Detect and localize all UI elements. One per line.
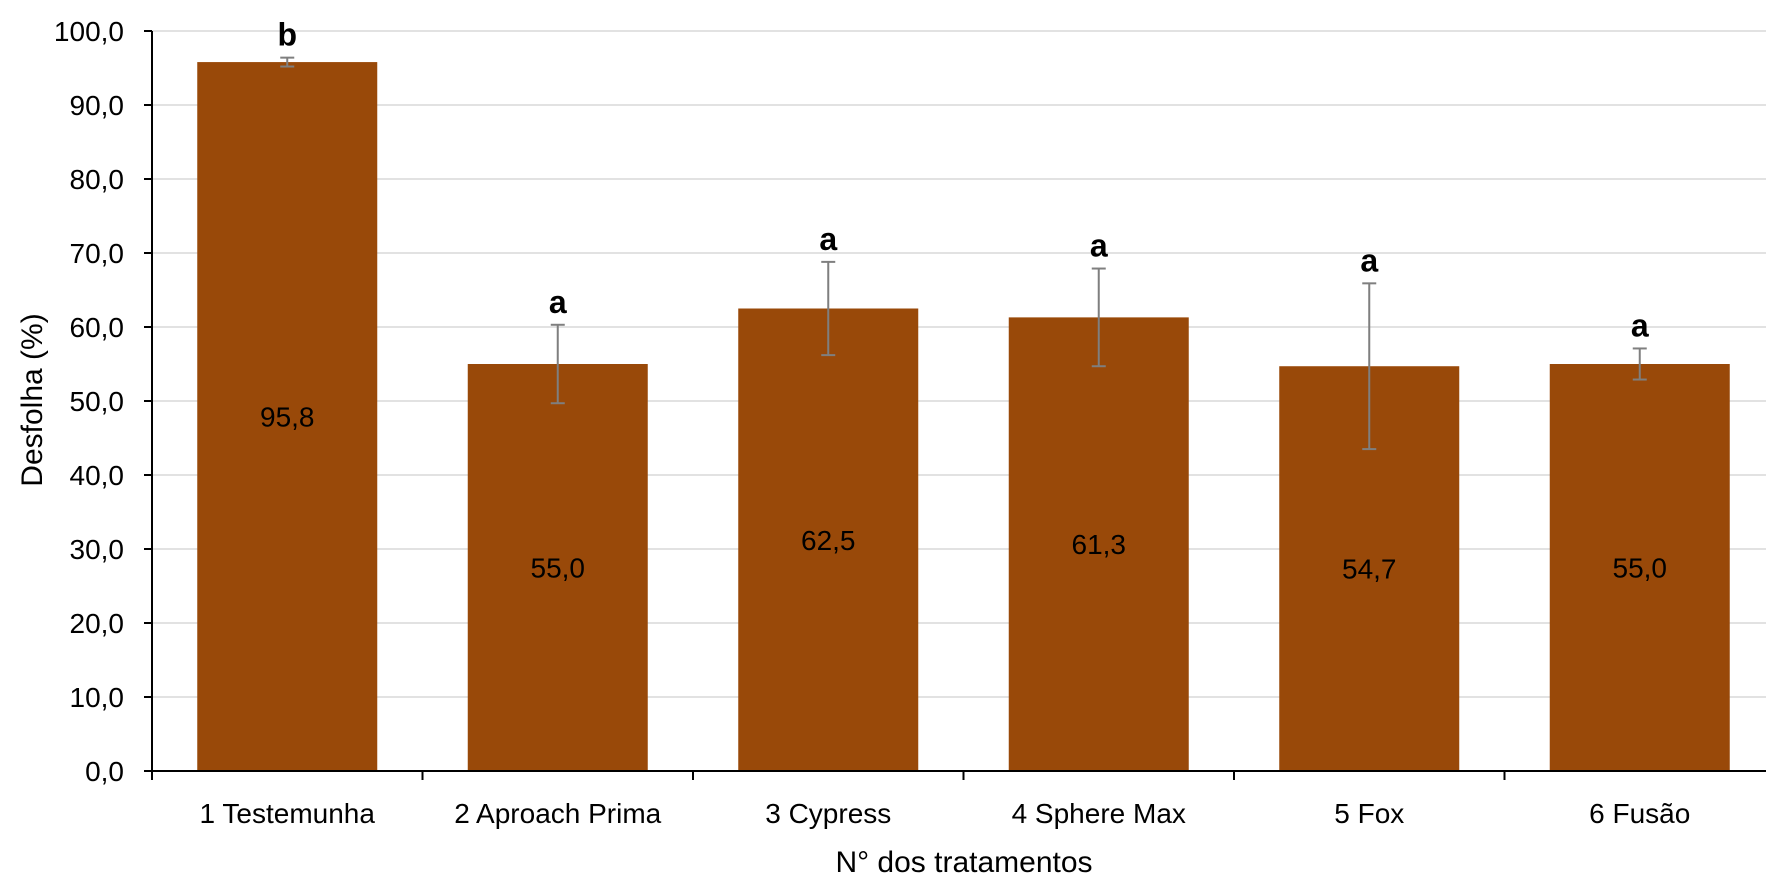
y-axis-title: Desfolha (%)	[16, 313, 49, 486]
data-label: 55,0	[531, 553, 586, 584]
bars	[197, 62, 1730, 771]
significance-letter: a	[819, 221, 837, 257]
data-label: 54,7	[1342, 554, 1397, 585]
significance-letter: a	[1360, 242, 1378, 278]
data-label: 55,0	[1613, 553, 1668, 584]
y-tick-label: 70,0	[70, 238, 125, 269]
y-tick-label: 90,0	[70, 90, 125, 121]
x-tick-label: 5 Fox	[1334, 798, 1404, 829]
x-tick-label: 1 Testemunha	[200, 798, 376, 829]
y-tick-label: 30,0	[70, 534, 125, 565]
grid-lines	[152, 30, 1766, 698]
significance-letter: a	[549, 284, 567, 320]
significance-letter: b	[277, 17, 297, 53]
y-tick-label: 40,0	[70, 460, 125, 491]
bar	[1008, 317, 1189, 771]
x-axis-title: N° dos tratamentos	[835, 846, 1092, 877]
x-tick-label: 3 Cypress	[765, 798, 891, 829]
x-tick-label: 2 Aproach Prima	[454, 798, 661, 829]
x-tick-label: 6 Fusão	[1589, 798, 1690, 829]
labels: 0,0 10,0 20,0 30,0 40,0 50,0 60,0 70,0 80,0 90,0 1…	[54, 16, 1690, 829]
data-label: 95,8	[260, 402, 315, 433]
data-label: 61,3	[1072, 529, 1127, 560]
x-tick-label: 4 Sphere Max	[1012, 798, 1186, 829]
bar	[467, 364, 648, 771]
y-tick-label: 60,0	[70, 312, 125, 343]
significance-letter: a	[1631, 307, 1649, 343]
axes	[144, 30, 1766, 780]
y-tick-label: 100,0	[54, 16, 124, 47]
bar	[1549, 364, 1730, 771]
y-tick-label: 80,0	[70, 164, 125, 195]
y-tick-label: 10,0	[70, 682, 125, 713]
y-tick-label: 0,0	[85, 756, 124, 787]
error-bars	[280, 56, 1647, 451]
y-tick-label: 50,0	[70, 386, 125, 417]
data-label: 62,5	[801, 525, 856, 556]
significance-letter: a	[1090, 228, 1108, 264]
bar	[738, 308, 919, 771]
y-tick-label: 20,0	[70, 608, 125, 639]
bar	[197, 62, 378, 771]
